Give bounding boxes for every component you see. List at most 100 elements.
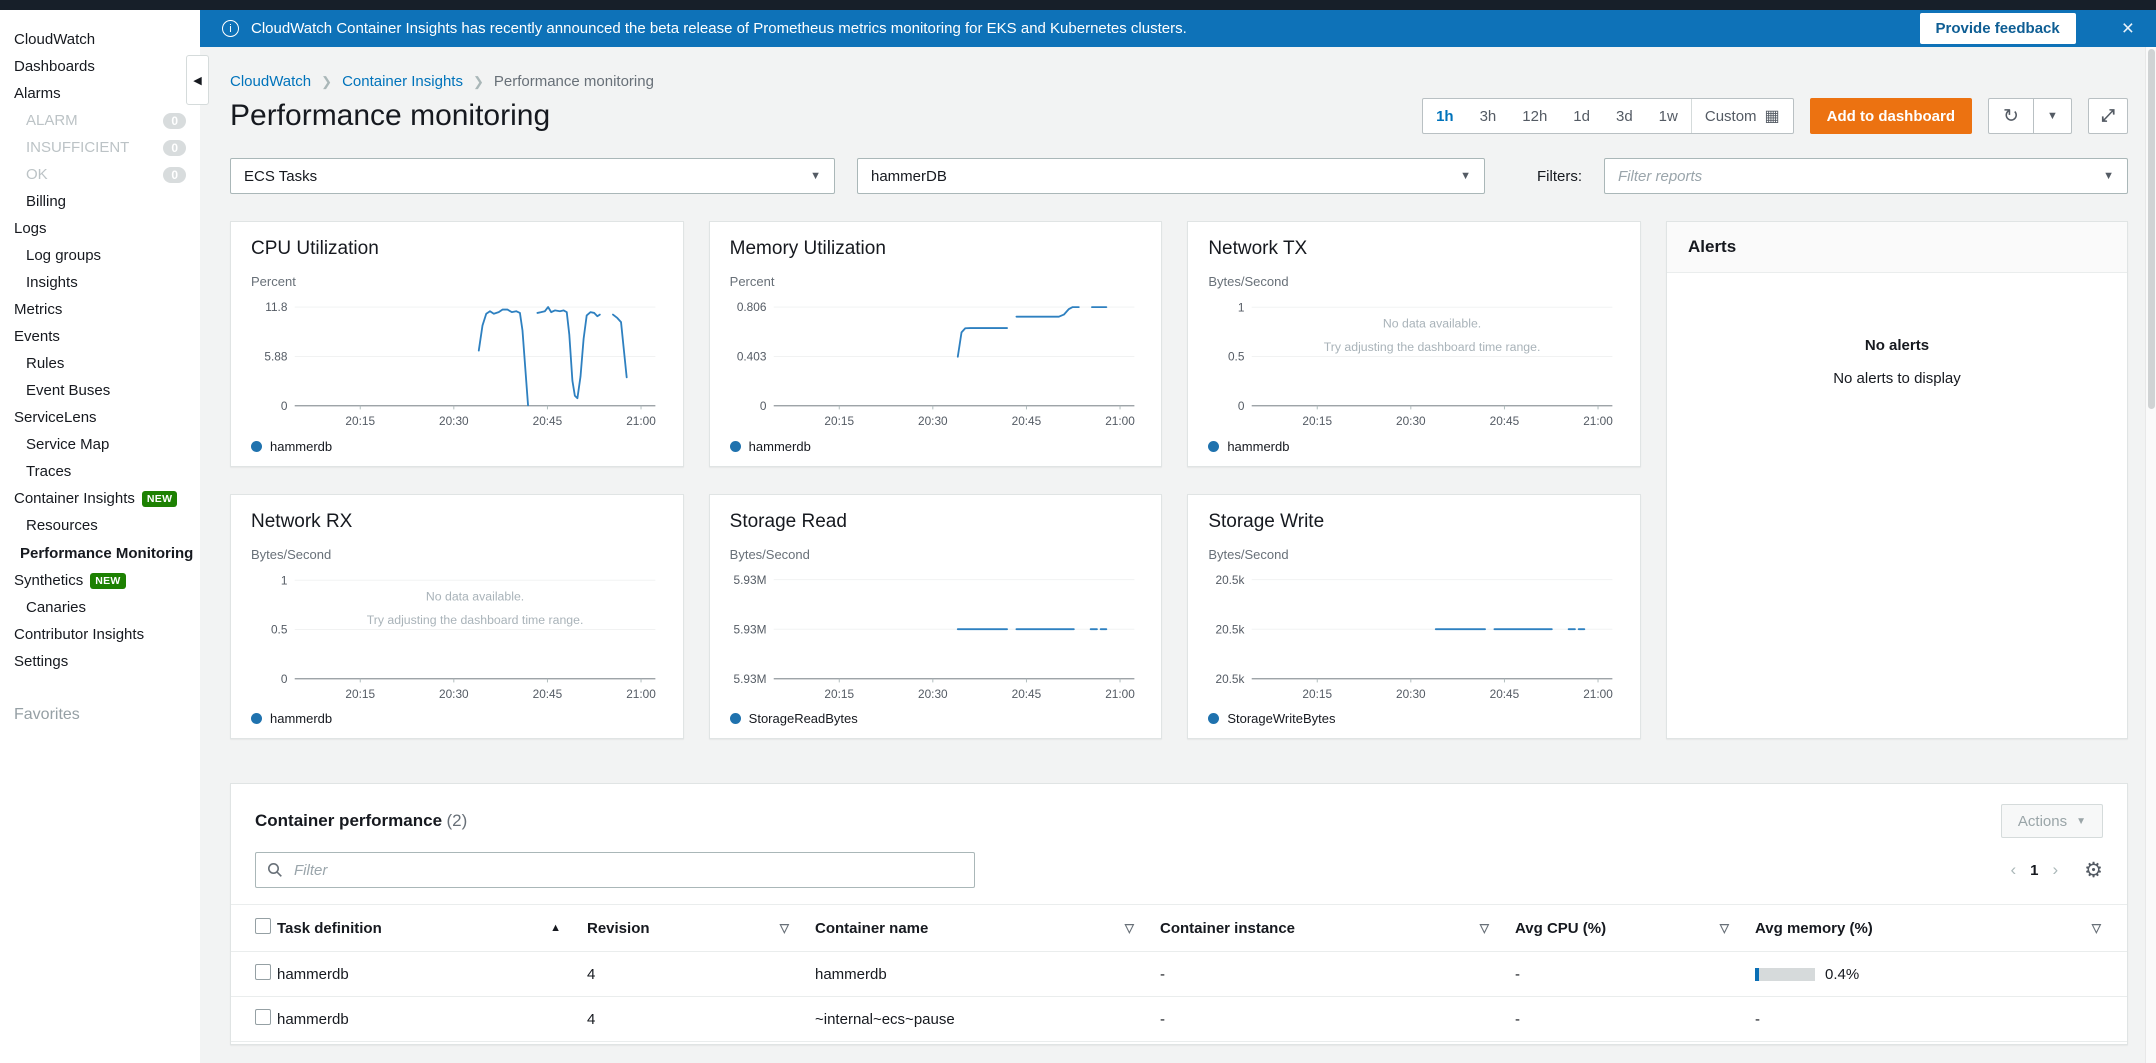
row-checkbox[interactable] [255, 964, 271, 980]
table-cell: - [1160, 952, 1515, 997]
row-checkbox[interactable] [255, 1009, 271, 1025]
time-range-custom[interactable]: Custom▦ [1691, 99, 1793, 133]
column-header-label[interactable]: Avg CPU (%) [1515, 920, 1606, 937]
sidebar-item-label: Events [14, 328, 60, 345]
sidebar-item-insights[interactable]: Insights [0, 269, 200, 296]
filters-label: Filters: [1537, 168, 1582, 185]
chart-unit-label: Percent [251, 274, 663, 289]
column-filter-icon[interactable]: ▽ [780, 921, 789, 935]
legend-series-name: hammerdb [749, 439, 811, 454]
chart-title: Network RX [251, 511, 663, 533]
table-row[interactable]: hammerdb4hammerdb--0.4% [231, 952, 2127, 997]
table-row[interactable]: hammerdb4~internal~ecs~pause--- [231, 997, 2127, 1042]
add-to-dashboard-button[interactable]: Add to dashboard [1810, 98, 1972, 134]
legend-dot [1208, 713, 1219, 724]
chart-title: CPU Utilization [251, 238, 663, 260]
column-header-label[interactable]: Avg memory (%) [1755, 920, 1873, 937]
sidebar-item-settings[interactable]: Settings [0, 648, 200, 675]
column-filter-icon[interactable]: ▽ [2092, 921, 2101, 935]
sidebar-item-performance-monitoring[interactable]: Performance Monitoring [0, 539, 200, 567]
pagination: ‹ 1 › ⚙ [2010, 858, 2103, 883]
fullscreen-button[interactable]: ⤢ [2088, 98, 2128, 134]
svg-text:20:45: 20:45 [533, 687, 563, 701]
sidebar-item-traces[interactable]: Traces [0, 458, 200, 485]
breadcrumb-link-container-insights[interactable]: Container Insights [342, 73, 463, 90]
refresh-options-button[interactable]: ▼ [2034, 98, 2072, 134]
count-badge: 0 [163, 140, 186, 156]
filter-reports-dropdown[interactable]: Filter reports ▼ [1604, 158, 2128, 194]
sidebar-item-contributor-insights[interactable]: Contributor Insights [0, 621, 200, 648]
resource-dropdown[interactable]: hammerDB ▼ [857, 158, 1485, 194]
column-filter-icon[interactable]: ▽ [1125, 921, 1134, 935]
sidebar-item-container-insights[interactable]: Container InsightsNEW [0, 485, 200, 512]
sidebar-item-canaries[interactable]: Canaries [0, 594, 200, 621]
sidebar-item-synthetics[interactable]: SyntheticsNEW [0, 567, 200, 594]
sidebar-item-events[interactable]: Events [0, 323, 200, 350]
provide-feedback-button[interactable]: Provide feedback [1920, 13, 2076, 44]
table-cell: 4 [587, 952, 815, 997]
svg-text:0.5: 0.5 [271, 622, 288, 636]
chart-card-storage-write: Storage WriteBytes/Second20.5k20.5k20.5k… [1187, 494, 1641, 740]
table-cell: - [1755, 997, 2127, 1042]
info-icon: i [222, 20, 239, 37]
sidebar-item-billing[interactable]: Billing [0, 188, 200, 215]
sidebar-item-log-groups[interactable]: Log groups [0, 242, 200, 269]
sidebar-item-insufficient[interactable]: INSUFFICIENT0 [0, 134, 200, 161]
time-range-1d[interactable]: 1d [1560, 99, 1603, 133]
sidebar-item-event-buses[interactable]: Event Buses [0, 377, 200, 404]
column-filter-icon[interactable]: ▽ [1720, 921, 1729, 935]
sidebar-item-dashboards[interactable]: Dashboards [0, 53, 200, 80]
time-range-1w[interactable]: 1w [1646, 99, 1691, 133]
actions-label: Actions [2018, 813, 2067, 830]
sidebar-item-label: Logs [14, 220, 47, 237]
refresh-button[interactable]: ↻ [1988, 98, 2034, 134]
prev-page-icon[interactable]: ‹ [2010, 860, 2016, 880]
scrollbar-thumb[interactable] [2148, 49, 2155, 409]
time-range-3h[interactable]: 3h [1467, 99, 1510, 133]
sort-ascending-icon[interactable]: ▲ [550, 922, 561, 934]
page-scrollbar[interactable] [2145, 47, 2156, 1063]
column-header-label[interactable]: Task definition [277, 920, 382, 937]
table-filter-input[interactable] [292, 861, 963, 880]
resource-type-dropdown[interactable]: ECS Tasks ▼ [230, 158, 835, 194]
sidebar-item-cloudwatch[interactable]: CloudWatch [0, 26, 200, 53]
sidebar-item-resources[interactable]: Resources [0, 512, 200, 539]
svg-text:0: 0 [281, 399, 288, 413]
new-badge: NEW [90, 573, 125, 589]
chart-unit-label: Bytes/Second [1208, 547, 1620, 562]
actions-button[interactable]: Actions ▼ [2001, 804, 2103, 838]
chart-card-cpu-utilization: CPU Utilization Percent 11.85.88020:1520:3… [230, 221, 684, 467]
container-performance-card: Container performance (2) Actions ▼ [230, 783, 2128, 1045]
chevron-down-icon: ▼ [2103, 170, 2114, 182]
column-filter-icon[interactable]: ▽ [1480, 921, 1489, 935]
sidebar-item-ok[interactable]: OK0 [0, 161, 200, 188]
sidebar-item-alarm[interactable]: ALARM0 [0, 107, 200, 134]
gear-icon[interactable]: ⚙ [2084, 858, 2103, 883]
select-all-checkbox[interactable] [255, 918, 271, 934]
sidebar-item-service-map[interactable]: Service Map [0, 431, 200, 458]
time-range-3d[interactable]: 3d [1603, 99, 1646, 133]
time-range-1h[interactable]: 1h [1423, 99, 1467, 133]
chart-legend: StorageReadBytes [730, 711, 1142, 726]
table-filter-box [255, 852, 975, 888]
sidebar-item-servicelens[interactable]: ServiceLens [0, 404, 200, 431]
column-header-label[interactable]: Revision [587, 920, 650, 937]
announcement-banner: i CloudWatch Container Insights has rece… [200, 10, 2156, 47]
column-header-label[interactable]: Container name [815, 920, 928, 937]
breadcrumb-link-cloudwatch[interactable]: CloudWatch [230, 73, 311, 90]
sidebar-item-logs[interactable]: Logs [0, 215, 200, 242]
svg-text:20:15: 20:15 [1303, 687, 1333, 701]
sidebar-item-metrics[interactable]: Metrics [0, 296, 200, 323]
table-cell: ~internal~ecs~pause [815, 997, 1160, 1042]
time-range-12h[interactable]: 12h [1509, 99, 1560, 133]
close-icon[interactable]: × [2122, 18, 2134, 39]
sidebar-item-label: Favorites [14, 706, 80, 724]
chart-plot: 11.85.88020:1520:3020:4521:00 [251, 291, 663, 437]
sidebar-collapse-button[interactable]: ◀ [186, 55, 209, 105]
sidebar-item-rules[interactable]: Rules [0, 350, 200, 377]
sidebar-item-alarms[interactable]: Alarms [0, 80, 200, 107]
chart-title: Storage Write [1208, 511, 1620, 533]
column-header-label[interactable]: Container instance [1160, 920, 1295, 937]
next-page-icon[interactable]: › [2053, 860, 2059, 880]
sidebar-item-label: Metrics [14, 301, 62, 318]
